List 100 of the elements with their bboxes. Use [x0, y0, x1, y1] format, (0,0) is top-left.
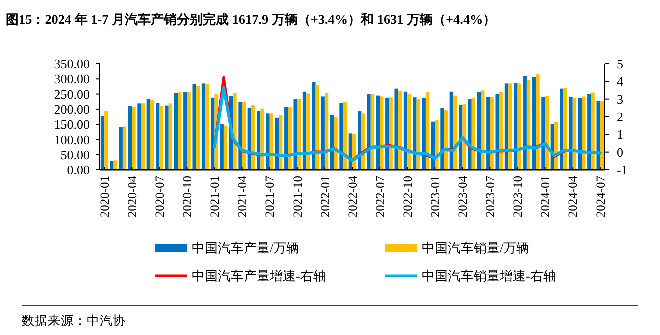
- line-series: [213, 86, 602, 162]
- bar: [233, 93, 237, 170]
- y-tick-label: 300.00: [54, 72, 90, 87]
- bar: [220, 124, 224, 170]
- bar: [514, 83, 518, 170]
- bar: [600, 101, 604, 170]
- bar: [284, 107, 288, 170]
- bar: [413, 98, 417, 170]
- bar: [481, 90, 485, 170]
- x-tick-label: 2020-10: [180, 176, 195, 218]
- x-tick-label: 2020-01: [98, 176, 112, 218]
- bar: [496, 94, 500, 170]
- bar: [206, 84, 210, 170]
- bar: [450, 92, 454, 170]
- x-tick-label: 2021-01: [208, 176, 222, 218]
- bar: [146, 99, 150, 170]
- bar: [297, 99, 302, 170]
- bar: [591, 92, 595, 170]
- bar: [408, 94, 412, 170]
- bar: [128, 106, 132, 170]
- bar: [578, 98, 582, 170]
- bar: [174, 93, 178, 170]
- y-tick-label: 50.00: [60, 147, 90, 162]
- legend-label: 中国汽车销量增速-右轴: [422, 268, 556, 284]
- legend-label: 中国汽车销量/万辆: [422, 240, 530, 256]
- y-tick-label: 0.00: [67, 162, 90, 178]
- bar: [119, 126, 123, 170]
- x-tick-label: 2021-04: [236, 175, 250, 218]
- x-tick-label: 2020-04: [126, 175, 140, 218]
- bar: [196, 86, 200, 170]
- bar: [202, 84, 206, 170]
- bar: [316, 86, 320, 170]
- bar: [294, 99, 298, 170]
- x-tick-label: 2023-10: [511, 176, 526, 218]
- y2-tick-label: 5: [617, 56, 624, 72]
- y2-tick-label: 4: [617, 74, 624, 90]
- legend-label: 中国汽车产量增速-右轴: [192, 268, 326, 284]
- x-tick-label: 2022-01: [318, 176, 332, 218]
- bar: [211, 98, 215, 170]
- bar: [306, 94, 310, 170]
- x-tick-label: 2022-07: [373, 176, 388, 218]
- bar: [468, 99, 472, 170]
- bar: [572, 98, 577, 170]
- x-tick-label: 2021-07: [263, 176, 278, 218]
- source-note: 数据来源：中汽协: [22, 314, 126, 328]
- bar: [508, 84, 512, 170]
- bar: [138, 104, 142, 170]
- bar: [560, 88, 564, 170]
- y2-tick-label: 3: [617, 92, 624, 107]
- bar: [150, 100, 154, 170]
- bar: [389, 98, 393, 170]
- bar: [266, 114, 270, 170]
- bar: [100, 116, 105, 170]
- bar: [536, 74, 540, 170]
- bar: [499, 92, 504, 170]
- bar: [582, 96, 586, 170]
- x-tick-label: 2024-01: [538, 176, 553, 218]
- bar: [321, 96, 325, 170]
- bar: [526, 80, 531, 170]
- bar: [110, 161, 114, 170]
- bar: [380, 96, 384, 170]
- bar: [238, 102, 242, 170]
- bar: [104, 111, 108, 170]
- bar: [518, 84, 522, 170]
- y-tick-label: 350.00: [54, 56, 90, 72]
- bar: [462, 104, 466, 170]
- y-tick-label: 250.00: [54, 86, 90, 102]
- bar: [156, 103, 160, 170]
- bar: [362, 114, 366, 170]
- bar: [122, 126, 127, 170]
- bar: [490, 98, 494, 170]
- bar: [184, 92, 188, 170]
- bar: [486, 97, 490, 170]
- bar: [532, 77, 536, 170]
- bar: [187, 92, 191, 170]
- bar: [160, 106, 164, 170]
- x-tick-label: 2020-07: [153, 176, 168, 218]
- bar: [386, 98, 390, 170]
- chart-title: 图15：2024 年 1-7 月汽车产销分别完成 1617.9 万辆（+3.4%）和 1631 万辆（+4.4%）: [6, 12, 496, 27]
- bar: [444, 110, 448, 170]
- bar: [312, 82, 316, 170]
- x-tick-label: 2024-04: [566, 175, 580, 218]
- x-tick-label: 2023-07: [484, 176, 498, 218]
- bar: [288, 107, 292, 170]
- x-tick-label: 2022-04: [346, 175, 360, 218]
- y-tick-label: 100.00: [54, 132, 90, 148]
- bar: [178, 92, 182, 170]
- y-tick-label: 200.00: [54, 102, 90, 117]
- bar: [588, 94, 592, 170]
- bar: [340, 103, 344, 170]
- bar: [596, 100, 600, 170]
- bar: [324, 93, 329, 170]
- bar: [569, 97, 573, 170]
- bar: [141, 104, 145, 170]
- bar: [168, 104, 173, 170]
- y2-tick-label: 1: [617, 127, 624, 142]
- bar: [132, 107, 136, 170]
- bar: [334, 117, 338, 170]
- bar: [114, 160, 118, 170]
- legend-label: 中国汽车产量/万辆: [192, 240, 300, 256]
